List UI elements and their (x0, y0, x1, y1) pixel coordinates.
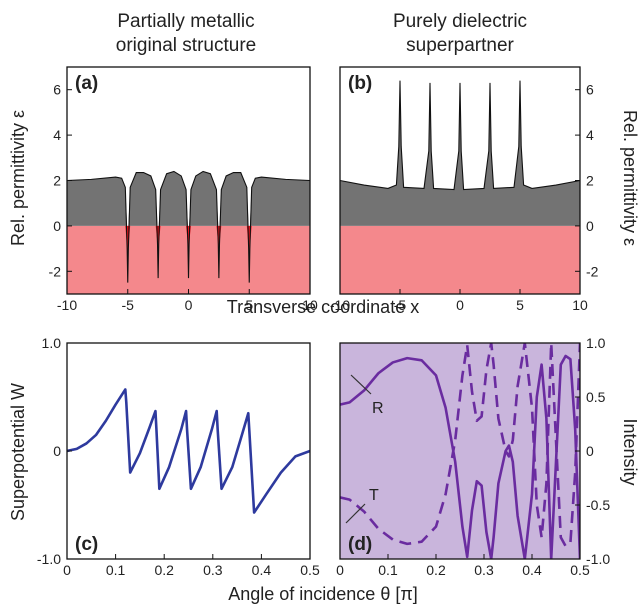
panel-a: -2 0 2 4 6 -10 -5 0 5 10 (a) (49, 66, 318, 313)
x-tick-label: 0.4 (522, 562, 542, 578)
annotation-label-t: T (369, 487, 379, 504)
permittivity-curve (340, 80, 580, 191)
title-b-line-2: superpartner (406, 35, 514, 56)
x-tick-label: 0.2 (154, 562, 174, 578)
y-tick-label: 0.5 (586, 389, 606, 405)
y-tick-label: 1.0 (586, 335, 606, 351)
series-line-t (340, 343, 580, 548)
x-tick-label: -5 (122, 297, 135, 313)
y-tick-label: 2 (53, 173, 61, 189)
x-tick-label: 0 (456, 297, 464, 313)
series-line-w (67, 388, 310, 514)
x-tick-label: -10 (57, 297, 77, 313)
x-tick-label: 10 (302, 297, 318, 313)
ylabel-c: Superpotential W (8, 383, 28, 521)
permittivity-curve (67, 170, 310, 283)
x-tick-label: 0.3 (474, 562, 494, 578)
panel-label-d: (d) (348, 534, 372, 555)
y-tick-label: -1.0 (37, 551, 61, 567)
x-tick-label: 0.1 (378, 562, 398, 578)
title-a-line-2: original structure (116, 35, 256, 56)
panel-label-c: (c) (75, 534, 98, 555)
x-tick-label: 5 (245, 297, 253, 313)
y-tick-label: 4 (53, 127, 61, 143)
x-tick-label: 0.5 (300, 562, 320, 578)
xlabel-bottom: Angle of incidence θ [π] (228, 584, 418, 604)
x-tick-label: 0 (336, 562, 344, 578)
negative-permittivity-region (340, 225, 580, 294)
permittivity-fill (67, 171, 310, 226)
annotation-line-r (350, 374, 372, 395)
y-tick-label: 0 (586, 218, 594, 234)
panel-d: -1.0 -0.5 0 0.5 1.0 0 0.1 0.2 0.3 0.4 0.5 (d) (336, 335, 610, 578)
title-a-line-1: Partially metallic (117, 11, 254, 32)
x-tick-label: 0.4 (252, 562, 272, 578)
x-tick-label: 0.5 (570, 562, 590, 578)
x-tick-label: 10 (572, 297, 588, 313)
x-tick-label: 0.1 (106, 562, 126, 578)
y-tick-label: -1.0 (586, 551, 610, 567)
xlabel-top: Transverse coordinate x (227, 297, 419, 317)
ylabel-b: Rel. permittivity ε (620, 110, 640, 246)
permittivity-fill (340, 80, 580, 226)
x-tick-label: -5 (394, 297, 407, 313)
panel-c: -1.001.00 0.1 0.2 0.3 0.4 0.5(c) (37, 335, 320, 578)
x-tick-label: -10 (330, 297, 350, 313)
y-tick-label: 1.0 (42, 335, 62, 351)
x-tick-label: 0 (63, 562, 71, 578)
annotation-line-t (345, 503, 366, 524)
x-tick-label: 0.2 (426, 562, 446, 578)
ylabel-a: Rel. permittivity ε (8, 110, 28, 246)
x-tick-label: 0.3 (203, 562, 223, 578)
y-tick-label: 0 (53, 218, 61, 234)
ylabel-d: Intensity (620, 418, 640, 485)
y-tick-label: 6 (53, 82, 61, 98)
panel-b: -2 0 2 4 6 -10 -5 0 5 10 (b) (330, 66, 599, 313)
y-tick-label: 2 (586, 173, 594, 189)
panel-label-a: (a) (75, 73, 98, 94)
series-line-r (340, 354, 580, 559)
x-tick-label: 5 (516, 297, 524, 313)
y-tick-label: -2 (49, 263, 62, 279)
y-tick-label: -2 (586, 263, 599, 279)
y-tick-label: 0 (53, 443, 61, 459)
x-tick-label: 0 (185, 297, 193, 313)
y-tick-label: -0.5 (586, 497, 610, 513)
y-tick-label: 4 (586, 127, 594, 143)
annotation-label-r: R (372, 400, 384, 417)
panel-label-b: (b) (348, 73, 372, 94)
title-b-line-1: Purely dielectric (393, 11, 527, 32)
y-tick-label: 6 (586, 82, 594, 98)
y-tick-label: 0 (586, 443, 594, 459)
